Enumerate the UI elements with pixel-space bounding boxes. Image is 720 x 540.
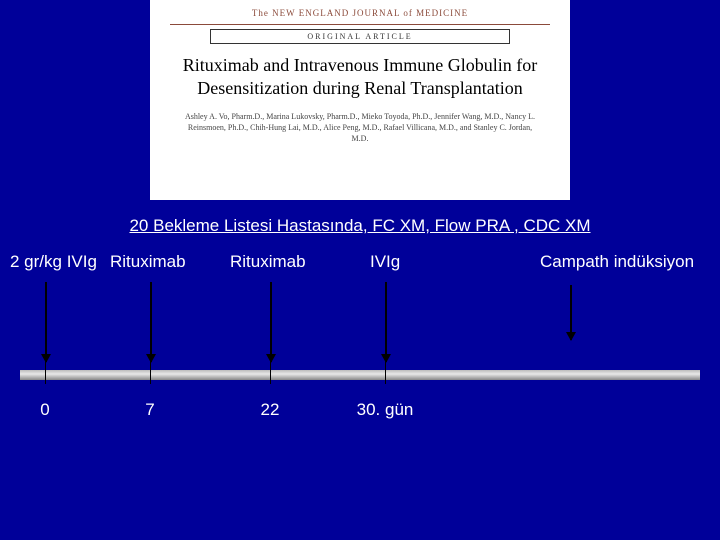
article-title: Rituximab and Intravenous Immune Globuli… [180, 54, 540, 101]
tick-0 [45, 360, 46, 384]
tick-label-1: 7 [145, 400, 154, 420]
journal-name: The NEW ENGLAND JOURNAL of MEDICINE [170, 8, 550, 18]
tick-label-2: 22 [261, 400, 280, 420]
arrow-3 [385, 282, 387, 362]
journal-rule [170, 24, 550, 25]
journal-section: ORIGINAL ARTICLE [210, 29, 510, 44]
tick-3 [385, 360, 386, 384]
tick-label-3: 30. gün [357, 400, 414, 420]
event-label-campath: Campath indüksiyon [540, 252, 694, 272]
slide-subtitle: 20 Bekleme Listesi Hastasında, FC XM, Fl… [0, 216, 720, 236]
timeline-axis [20, 370, 700, 380]
journal-header: The NEW ENGLAND JOURNAL of MEDICINE ORIG… [150, 0, 570, 200]
tick-label-0: 0 [40, 400, 49, 420]
timeline-event-labels: 2 gr/kg IVIg Rituximab Rituximab IVIg Ca… [0, 252, 720, 282]
article-authors: Ashley A. Vo, Pharm.D., Marina Lukovsky,… [180, 111, 540, 145]
event-label-rituximab2: Rituximab [230, 252, 306, 272]
arrow-1 [150, 282, 152, 362]
event-label-ivig2: IVIg [370, 252, 400, 272]
event-label-ivig1: 2 gr/kg IVIg [10, 252, 97, 272]
arrow-0 [45, 282, 47, 362]
event-label-rituximab1: Rituximab [110, 252, 186, 272]
tick-1 [150, 360, 151, 384]
arrow-4 [570, 285, 572, 340]
tick-2 [270, 360, 271, 384]
arrow-2 [270, 282, 272, 362]
